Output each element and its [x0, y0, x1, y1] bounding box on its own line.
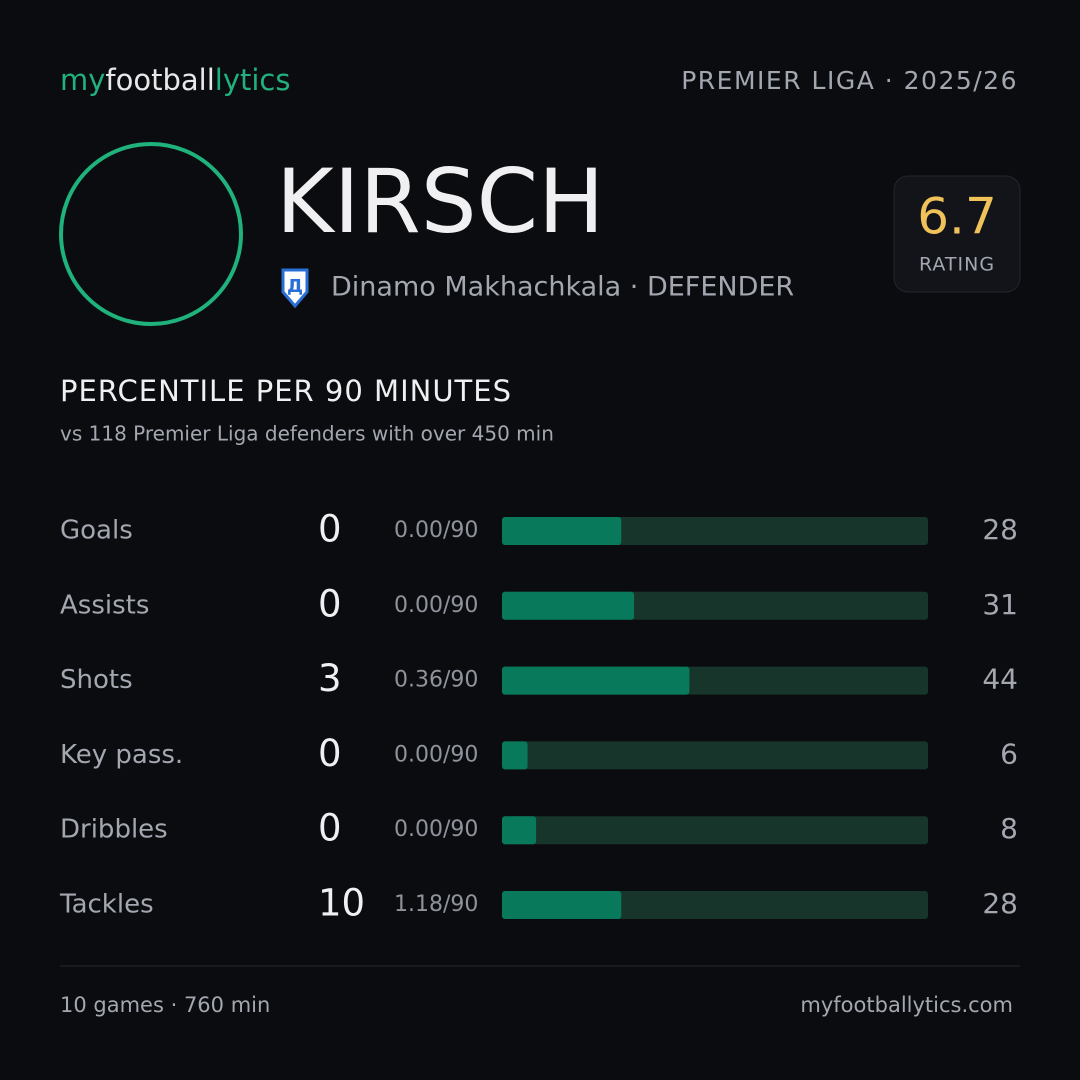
- stat-label: Tackles: [59, 890, 154, 920]
- stat-per90: 0.36/90: [394, 668, 478, 693]
- stat-total: 3: [318, 657, 342, 700]
- stat-label: Assists: [60, 590, 149, 620]
- bar: [502, 517, 622, 545]
- footer-site: myfootballytics.com: [800, 993, 1013, 1017]
- stat-per90: 0.00/90: [394, 518, 478, 543]
- brand-part: my: [60, 63, 105, 97]
- stat-label: Shots: [60, 665, 133, 695]
- stat-label: Goals: [60, 516, 133, 546]
- stat-percentile: 44: [982, 663, 1018, 696]
- rating-value: 6.7: [917, 188, 997, 246]
- stat-percentile: 31: [982, 588, 1018, 621]
- stat-per90: 0.00/90: [394, 817, 478, 842]
- bar: [502, 666, 690, 695]
- svg-text:Д: Д: [287, 276, 303, 297]
- avatar-ring: [59, 142, 243, 326]
- bar: [502, 891, 622, 919]
- brand: myfootballlytics: [60, 63, 290, 97]
- stat-percentile: 6: [1000, 737, 1018, 770]
- footer-summary: 10 games · 760 min: [60, 993, 270, 1017]
- stat-per90: 1.18/90: [394, 892, 478, 917]
- stat-percentile: 28: [982, 887, 1018, 920]
- stat-total: 0: [318, 582, 342, 625]
- club-line: Dinamo Makhachkala · DEFENDER: [331, 272, 794, 303]
- bar: [502, 816, 537, 845]
- stat-total: 0: [318, 732, 342, 775]
- player-name: KIRSCH: [276, 150, 604, 253]
- stat-total: 0: [318, 508, 342, 551]
- stat-percentile: 28: [982, 513, 1018, 546]
- stat-total: 10: [318, 882, 365, 925]
- bar-track: [502, 741, 928, 770]
- stat-per90: 0.00/90: [394, 742, 478, 767]
- stat-label: Key pass.: [60, 740, 183, 770]
- stat-label: Dribbles: [60, 815, 168, 845]
- bar: [502, 741, 528, 770]
- section-title: PERCENTILE PER 90 MINUTES: [60, 374, 512, 408]
- bar-track: [502, 816, 928, 845]
- section-subtitle: vs 118 Premier Liga defenders with over …: [60, 422, 554, 446]
- stat-total: 0: [318, 807, 342, 850]
- stat-per90: 0.00/90: [394, 593, 478, 618]
- stat-percentile: 8: [1000, 812, 1018, 845]
- competition: PREMIER LIGA · 2025/26: [681, 66, 1018, 95]
- stat-rows: Goals 0 0.00/90 28 Assists 0 0.00/90 31 Shots 3 0.…: [59, 508, 1018, 925]
- brand-part: football: [105, 63, 214, 97]
- bar: [502, 591, 635, 620]
- brand-part: lytics: [215, 63, 291, 97]
- rating-box: [893, 175, 1021, 293]
- club-badge: Д: [281, 268, 309, 309]
- rating-label: RATING: [919, 254, 995, 276]
